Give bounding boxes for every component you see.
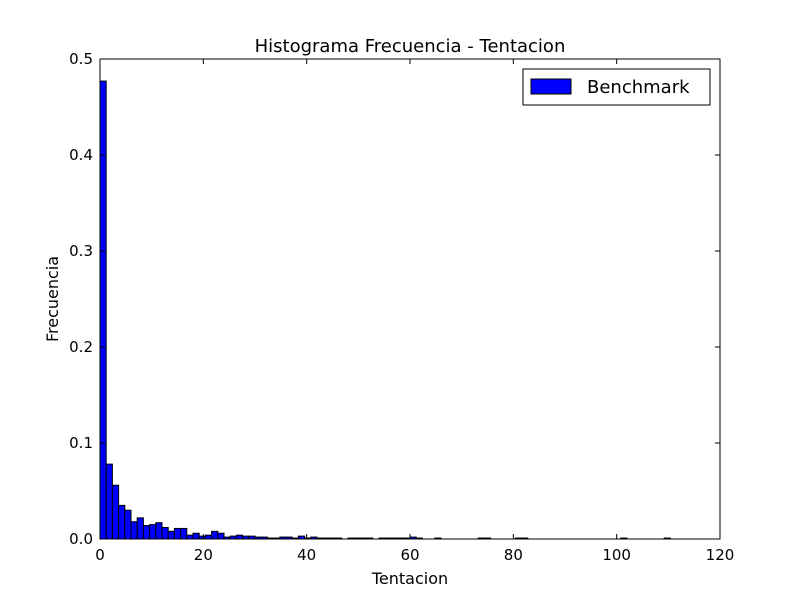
y-tick-label: 0.4 [69, 146, 93, 164]
histogram-bar [235, 534, 244, 540]
x-tick-label: 0 [95, 546, 105, 564]
x-tick-label: 60 [400, 546, 419, 564]
histogram-bar [105, 463, 113, 540]
legend: Benchmark [522, 68, 711, 106]
histogram-bar [161, 526, 169, 540]
histogram-bar [118, 504, 126, 540]
legend-swatch-benchmark [530, 78, 572, 95]
y-tick-label: 0.5 [69, 50, 93, 68]
histogram-bar [186, 534, 194, 540]
histogram-bar [149, 524, 157, 540]
histogram-bar [211, 530, 219, 540]
x-tick-label: 20 [194, 546, 213, 564]
histogram-bar [192, 532, 200, 540]
histogram-bar [204, 534, 213, 540]
y-tick-label: 0.3 [69, 242, 93, 260]
x-tick-label: 120 [706, 546, 735, 564]
chart-title: Histograma Frecuencia - Tentacion [255, 36, 566, 57]
histogram-bar [136, 517, 144, 540]
y-tick-label: 0.2 [69, 338, 93, 356]
x-tick-label: 40 [297, 546, 316, 564]
y-axis-label: Frecuencia [43, 256, 62, 342]
x-axis-label: Tentacion [371, 569, 448, 588]
histogram-bar [167, 530, 175, 540]
histogram-bar [130, 521, 138, 540]
histogram-bar [180, 527, 188, 540]
y-tick-label: 0.0 [69, 530, 93, 548]
legend-label-benchmark: Benchmark [587, 77, 690, 98]
plot-frame [99, 58, 721, 540]
x-tick-label: 100 [602, 546, 631, 564]
histogram-bar [99, 80, 107, 540]
histogram-bar [155, 522, 163, 540]
histogram-bar [173, 527, 182, 540]
histogram-bar [217, 532, 225, 540]
y-tick-label: 0.1 [69, 434, 93, 452]
x-tick-label: 80 [504, 546, 523, 564]
histogram-bar [124, 509, 132, 540]
histogram-bar [111, 484, 120, 540]
histogram-bar [142, 525, 151, 540]
